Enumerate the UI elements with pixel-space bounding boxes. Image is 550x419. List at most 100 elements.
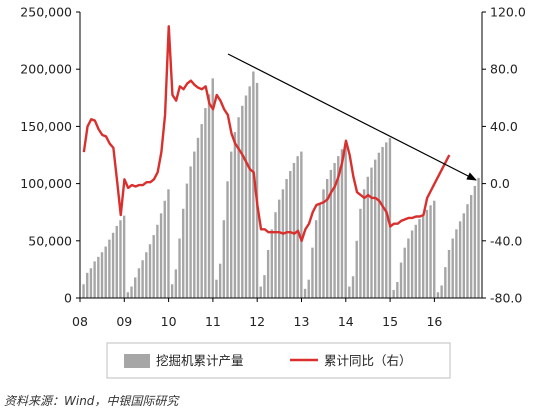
- bar: [230, 151, 233, 298]
- bar: [300, 151, 303, 298]
- bar: [207, 94, 211, 299]
- x-tick-label: 16: [426, 314, 442, 329]
- legend-bar-swatch: [124, 354, 150, 368]
- right-y-tick-label: 40.0: [490, 119, 518, 134]
- left-y-tick-label: 200,000: [20, 62, 72, 77]
- bar: [440, 285, 443, 298]
- x-tick-label: 10: [161, 314, 177, 329]
- bar: [399, 262, 403, 298]
- bar: [185, 183, 189, 298]
- bar: [436, 292, 440, 298]
- legend-line-label: 累计同比（右）: [324, 353, 412, 368]
- bar: [189, 166, 192, 298]
- right-y-tick-label: -40.0: [490, 233, 522, 248]
- bar: [329, 169, 333, 298]
- bar: [403, 247, 406, 298]
- bar: [351, 276, 355, 298]
- bar: [458, 221, 462, 298]
- bar: [86, 272, 89, 298]
- bar: [174, 269, 178, 298]
- bar: [148, 244, 152, 298]
- bar: [156, 224, 159, 298]
- bar: [377, 152, 381, 298]
- bar: [196, 137, 200, 298]
- bar: [270, 229, 274, 298]
- bar: [204, 108, 207, 298]
- x-tick-label: 12: [249, 314, 265, 329]
- bar: [215, 279, 218, 298]
- bar: [477, 177, 480, 298]
- bar: [278, 199, 281, 298]
- bar: [211, 78, 214, 298]
- cumulative-yoy-line: [82, 25, 451, 243]
- bar: [455, 229, 458, 298]
- legend-frame: [106, 342, 451, 379]
- chart: 0 50,000 100,000 150,000 200,000 250,000 -80.0…: [20, 5, 526, 379]
- bar: [252, 71, 255, 299]
- bar: [104, 246, 107, 298]
- bar: [163, 200, 166, 298]
- bar: [326, 179, 329, 298]
- bar: [396, 281, 399, 298]
- bar: [233, 132, 237, 298]
- axes: [76, 11, 486, 302]
- source-note: 资料来源：Wind，中银国际研究: [4, 394, 179, 408]
- bar: [318, 203, 322, 298]
- bar: [193, 151, 196, 298]
- bar: [82, 284, 85, 298]
- trend-arrow: [227, 53, 477, 181]
- bar: [414, 224, 417, 298]
- bar: [292, 163, 296, 298]
- trend-arrow-line: [227, 53, 477, 181]
- bar: [410, 230, 414, 298]
- bar: [314, 220, 318, 298]
- legend-bar-label: 挖掘机累计产量: [156, 353, 244, 368]
- bar: [340, 149, 344, 298]
- bar: [134, 277, 137, 298]
- bar: [370, 167, 373, 298]
- bar: [200, 124, 203, 298]
- left-y-tick-label: 150,000: [20, 119, 72, 134]
- left-y-tick-label: 0: [64, 291, 72, 306]
- bar: [248, 86, 251, 298]
- bar: [93, 261, 96, 298]
- bar: [362, 189, 366, 298]
- bar: [307, 279, 310, 298]
- bar: [433, 200, 436, 298]
- bar: [122, 215, 126, 298]
- line-series: [82, 25, 451, 243]
- bar: [348, 286, 351, 298]
- bar: [222, 220, 226, 298]
- bar: [218, 263, 222, 298]
- x-tick-label: 11: [205, 314, 221, 329]
- x-tick-label: 14: [338, 314, 354, 329]
- bar: [226, 181, 229, 298]
- x-tick-label: 15: [382, 314, 398, 329]
- bar: [244, 95, 248, 298]
- bar: [296, 156, 299, 298]
- bar: [444, 267, 447, 298]
- bar: [263, 275, 266, 298]
- x-tick-label: 09: [116, 314, 132, 329]
- bar: [344, 143, 347, 298]
- left-y-tick-label: 250,000: [20, 5, 72, 20]
- right-y-tick-label: 120.0: [490, 5, 526, 20]
- bar: [100, 252, 104, 298]
- bar: [274, 212, 277, 298]
- bar: [266, 249, 270, 298]
- right-y-tick-label: 0.0: [490, 176, 510, 191]
- bar: [89, 268, 93, 298]
- bar: [447, 249, 451, 298]
- bar: [167, 189, 170, 298]
- bar: [373, 159, 377, 298]
- bar: [97, 256, 100, 298]
- bar: [152, 235, 155, 298]
- bar: [337, 156, 340, 298]
- bar: [425, 209, 429, 298]
- bar: [407, 238, 410, 298]
- bar: [418, 219, 421, 298]
- bar: [311, 247, 314, 298]
- bar: [170, 284, 174, 298]
- legend: 挖掘机累计产量 累计同比（右）: [106, 342, 451, 379]
- bar: [451, 238, 454, 298]
